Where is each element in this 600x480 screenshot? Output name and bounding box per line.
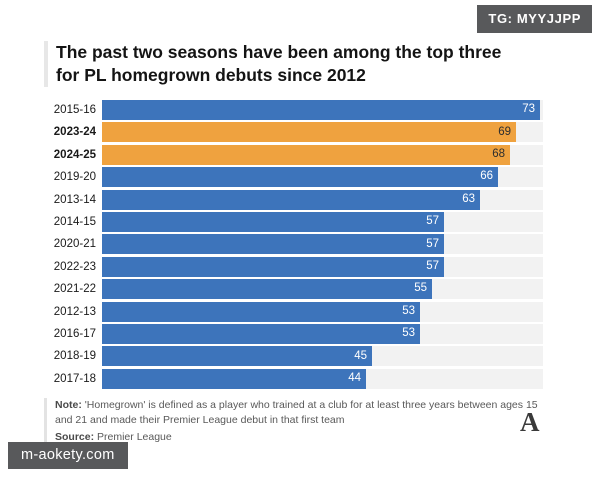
bar-row: 2014-15 57 (44, 211, 543, 232)
bar-row: 2024-25 68 (44, 144, 543, 165)
bar: 45 (102, 346, 372, 367)
category-label: 2017-18 (53, 372, 96, 385)
bar-value-label: 53 (402, 304, 415, 317)
bar-value-label: 55 (414, 282, 427, 295)
chart-title-line-1: The past two seasons have been among the… (56, 42, 502, 62)
bar: 44 (102, 368, 366, 389)
bar-row: 2013-14 63 (44, 189, 543, 210)
tg-badge: TG: MYYJJPP (477, 5, 592, 33)
bar-track: 57 (102, 256, 543, 277)
category-label: 2019-20 (53, 171, 96, 184)
bar-track: 57 (102, 211, 543, 232)
bar: 53 (102, 301, 420, 322)
bar-value-label: 57 (426, 259, 439, 272)
category-label: 2013-14 (53, 193, 96, 206)
bar-track: 45 (102, 346, 543, 367)
athletic-logo: A (520, 407, 540, 437)
bar-track: 73 (102, 100, 543, 120)
source-line: Source: Premier League (55, 430, 549, 445)
category-label: 2012-13 (53, 305, 96, 318)
bar-value-label: 63 (462, 192, 475, 205)
bar-rows: 2015-16 73 2023-24 69 2024-25 68 2019-20 66 2013… (44, 100, 543, 389)
bar-row: 2017-18 44 (44, 368, 543, 389)
bar-track: 53 (102, 323, 543, 344)
bar-highlighted: 69 (102, 122, 516, 143)
bar-value-label: 45 (354, 349, 367, 362)
bar: 57 (102, 256, 444, 277)
bar-track: 55 (102, 279, 543, 300)
bar-track: 44 (102, 368, 543, 389)
bar-row: 2019-20 66 (44, 167, 543, 188)
source-text: Premier League (97, 431, 172, 444)
note-text: 'Homegrown' is defined as a player who t… (55, 399, 538, 426)
bar-row: 2020-21 57 (44, 234, 543, 255)
category-label: 2016-17 (53, 327, 96, 340)
bar-value-label: 57 (426, 215, 439, 228)
bar: 73 (102, 100, 540, 120)
bar-track: 66 (102, 167, 543, 188)
bar-row: 2018-19 45 (44, 346, 543, 367)
bar-row: 2023-24 69 (44, 122, 543, 143)
bar-track: 68 (102, 144, 543, 165)
chart-title-line-2: for PL homegrown debuts since 2012 (56, 64, 366, 85)
bar-row: 2021-22 55 (44, 279, 543, 300)
bar-track: 69 (102, 122, 543, 143)
category-label: 2023-24 (53, 126, 96, 139)
bar: 57 (102, 234, 444, 255)
category-label: 2018-19 (53, 350, 96, 363)
bar-value-label: 73 (522, 103, 535, 116)
bar-highlighted: 68 (102, 144, 510, 165)
bar-value-label: 53 (402, 327, 415, 340)
bar-row: 2012-13 53 (44, 301, 543, 322)
watermark-badge: m-aokety.com (8, 442, 128, 469)
bar: 57 (102, 211, 444, 232)
bar-row: 2016-17 53 (44, 323, 543, 344)
bar-value-label: 66 (480, 170, 493, 183)
category-label: 2024-25 (53, 148, 96, 161)
category-label: 2020-21 (53, 238, 96, 251)
bar-row: 2022-23 57 (44, 256, 543, 277)
source-label: Source: (55, 431, 95, 444)
bar: 63 (102, 189, 480, 210)
chart-title: The past two seasons have been among the… (44, 41, 530, 87)
bar-track: 63 (102, 189, 543, 210)
bar-value-label: 57 (426, 237, 439, 250)
category-label: 2015-16 (53, 104, 96, 116)
note-label: Note: (55, 399, 82, 411)
bar-track: 53 (102, 301, 543, 322)
bar-chart: 2015-16 73 2023-24 69 2024-25 68 2019-20 66 2013… (44, 100, 543, 389)
bar: 53 (102, 323, 420, 344)
bar-value-label: 69 (498, 125, 511, 138)
bar-row: 2015-16 73 (44, 100, 543, 120)
bar-track: 57 (102, 234, 543, 255)
chart-footer: Note: 'Homegrown' is defined as a player… (44, 398, 549, 446)
bar: 66 (102, 167, 498, 188)
bar-value-label: 44 (348, 371, 361, 384)
bar: 55 (102, 279, 432, 300)
note-line: Note: 'Homegrown' is defined as a player… (55, 398, 549, 427)
bar-value-label: 68 (492, 148, 505, 161)
category-label: 2022-23 (53, 260, 96, 273)
category-label: 2021-22 (53, 283, 96, 296)
category-label: 2014-15 (53, 215, 96, 228)
